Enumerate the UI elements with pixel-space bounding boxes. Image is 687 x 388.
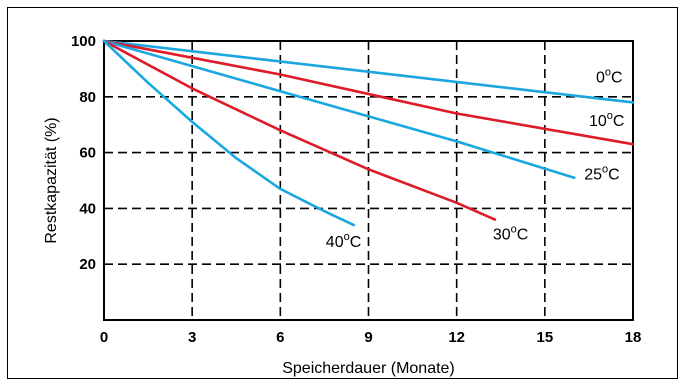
series-layer (102, 39, 635, 227)
series-label-1: 10oC (589, 110, 624, 130)
series-line-1 (102, 39, 635, 146)
y-tick-label: 20 (79, 256, 96, 273)
y-tick-label: 40 (79, 200, 96, 217)
plot-area (103, 40, 634, 321)
x-tick-label: 15 (536, 329, 553, 346)
series-label-2: 25oC (584, 164, 619, 184)
series-line-0 (102, 39, 635, 104)
chart-frame (7, 7, 678, 379)
x-tick-label: 0 (100, 329, 108, 346)
series-label-3: 30oC (493, 224, 528, 244)
series-label-4: 40oC (326, 231, 361, 251)
series-line-4 (102, 39, 356, 227)
grid-layer (104, 41, 633, 320)
x-tick-label: 18 (625, 329, 642, 346)
series-label-layer: 0oC 10oC 25oC 30oC 40oC (326, 66, 625, 251)
y-tick-label: 100 (71, 33, 96, 50)
x-tick-label: 12 (448, 329, 465, 346)
x-tick-label: 3 (188, 329, 196, 346)
y-axis-title: Restkapazität (%) (43, 117, 60, 243)
x-tick-label: 9 (364, 329, 372, 346)
series-line-2 (102, 39, 576, 179)
series-line-3 (102, 39, 497, 221)
tick-label-layer: 0 3 6 9 12 15 18 20 40 60 80 100 (71, 33, 641, 346)
y-tick-label: 80 (79, 89, 96, 106)
x-tick-label: 6 (276, 329, 284, 346)
series-label-0: 0oC (596, 66, 623, 86)
y-tick-label: 60 (79, 145, 96, 162)
x-axis-title: Speicherdauer (Monate) (282, 360, 455, 377)
